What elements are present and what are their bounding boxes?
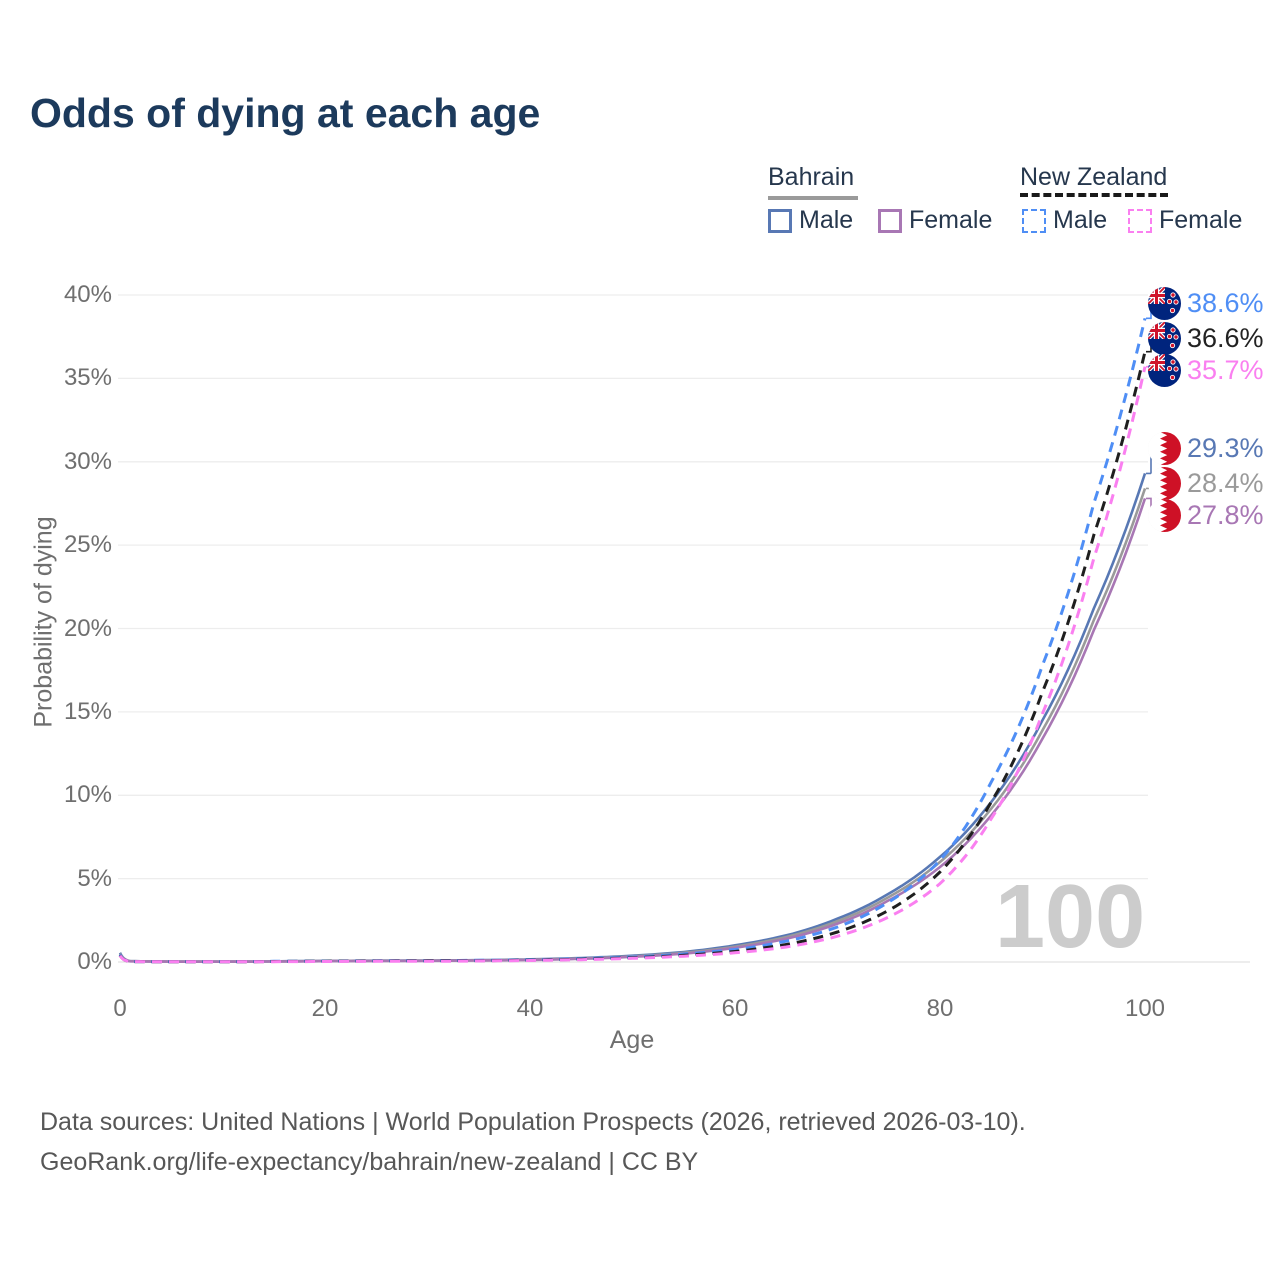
legend-country-bahrain: Bahrain [768,163,855,191]
series-line-bahrain-male[interactable] [118,472,1147,963]
legend-item-label: Male [799,206,854,234]
legend-item-label: Female [1159,206,1243,234]
x-tick-label: 40 [516,995,544,1022]
legend-country-new-zealand: New Zealand [1020,163,1168,191]
new-zealand-flag-icon [1148,321,1181,355]
end-label-new-zealand-female: 35.7% [1148,353,1264,387]
age-watermark: 100 [995,867,1146,967]
series-line-new-zealand-total[interactable] [118,351,1147,964]
y-tick-label: 0% [77,948,112,975]
legend-bahrain-line-swatch [768,196,858,200]
x-tick-label: 60 [721,995,749,1022]
y-tick-label: 25% [63,531,112,559]
legend-item-bahrain-female[interactable]: Female [878,206,992,235]
y-tick-label: 20% [63,614,112,642]
new-zealand-flag-icon [1148,286,1181,320]
x-tick-label: 100 [1124,995,1166,1022]
legend-item-label: Male [1053,206,1108,234]
x-tick-label: 20 [311,995,339,1022]
legend-item-new-zealand-male[interactable]: Male [1022,206,1107,235]
new-zealand-flag-icon [1148,353,1181,387]
y-tick-label: 5% [77,864,112,892]
end-label-bahrain-female: 27.8% [1148,498,1264,532]
bahrain-female-swatch-icon [878,208,902,233]
legend-item-label: Female [909,206,993,234]
bahrain-flag-icon [1148,498,1181,532]
y-tick-label: 30% [63,447,112,475]
new-zealand-female-swatch-icon [1128,208,1152,233]
bahrain-flag-icon [1148,466,1181,500]
end-label-new-zealand-total: 36.6% [1148,321,1264,355]
y-axis-title: Probability of dying [29,516,58,728]
end-label-bahrain-male: 29.3% [1148,431,1264,465]
x-axis-title: Age [609,1026,655,1054]
end-value: 36.6% [1187,322,1264,353]
series-line-bahrain-female[interactable] [118,497,1147,963]
page-title: Odds of dying at each age [30,90,541,136]
end-value: 35.7% [1187,354,1264,385]
end-value: 38.6% [1187,287,1264,318]
y-tick-label: 40% [63,281,112,308]
end-value: 27.8% [1187,499,1264,530]
bahrain-flag-icon [1148,431,1181,465]
data-sources-text: Data sources: United Nations | World Pop… [40,1108,1026,1136]
x-tick-label: 0 [113,995,127,1022]
y-tick-label: 35% [63,364,112,392]
end-label-new-zealand-male: 38.6% [1148,286,1264,320]
y-tick-label: 10% [63,781,112,809]
new-zealand-male-swatch-icon [1022,208,1046,233]
bahrain-male-swatch-icon [768,208,792,233]
series-line-bahrain-total[interactable] [118,487,1147,963]
legend-item-new-zealand-female[interactable]: Female [1128,206,1242,235]
x-tick-label: 80 [926,995,954,1022]
end-label-bahrain-total: 28.4% [1148,466,1264,500]
series-line-new-zealand-male[interactable] [118,317,1147,964]
end-value: 29.3% [1187,432,1264,463]
y-tick-label: 15% [63,697,112,725]
legend-item-bahrain-male[interactable]: Male [768,206,853,235]
legend-new-zealand-line-swatch [1020,193,1168,197]
end-value: 28.4% [1187,467,1264,498]
series-line-new-zealand-female[interactable] [118,366,1147,964]
attribution-link-text: GeoRank.org/life-expectancy/bahrain/new-… [40,1148,699,1176]
